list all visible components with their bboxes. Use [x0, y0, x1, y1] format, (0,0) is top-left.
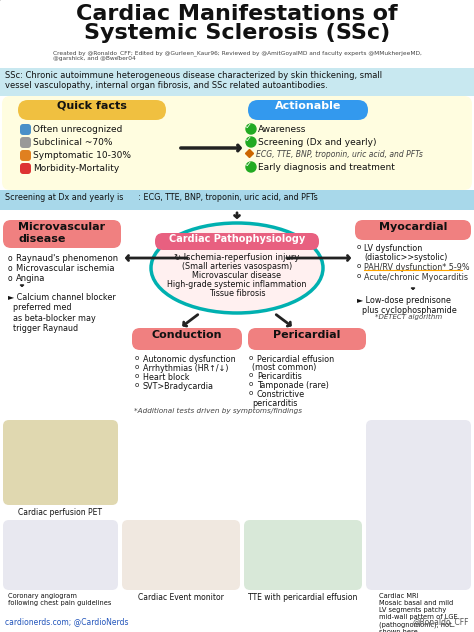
Text: o: o: [8, 264, 13, 273]
Text: o: o: [8, 254, 13, 263]
Text: Microvascular disease: Microvascular disease: [192, 271, 282, 280]
FancyBboxPatch shape: [20, 137, 31, 148]
Text: Screening (Dx and yearly): Screening (Dx and yearly): [258, 138, 376, 147]
Text: o: o: [135, 364, 139, 370]
Text: Symptomatic 10-30%: Symptomatic 10-30%: [33, 151, 131, 160]
Text: Microvascular ischemia: Microvascular ischemia: [16, 264, 115, 273]
FancyBboxPatch shape: [0, 68, 474, 96]
Text: *DETECT algorithm: *DETECT algorithm: [375, 314, 442, 320]
Text: *Additional tests driven by symptoms/findings: *Additional tests driven by symptoms/fin…: [134, 408, 302, 414]
FancyBboxPatch shape: [20, 163, 31, 174]
Text: Systemic Sclerosis (SSc): Systemic Sclerosis (SSc): [84, 23, 390, 43]
Text: Angina: Angina: [16, 274, 46, 283]
Text: ✓: ✓: [245, 159, 252, 169]
Text: ✓: ✓: [245, 135, 252, 143]
Text: o: o: [249, 372, 253, 378]
Text: o: o: [357, 273, 361, 279]
Text: (most common): (most common): [252, 363, 316, 372]
FancyBboxPatch shape: [18, 100, 166, 120]
Text: Conduction: Conduction: [152, 330, 222, 340]
FancyBboxPatch shape: [122, 520, 240, 590]
FancyBboxPatch shape: [132, 328, 242, 350]
Text: vessel vasculopathy, internal organ fibrosis, and SSc related autoantibodies.: vessel vasculopathy, internal organ fibr…: [5, 81, 328, 90]
Text: Quick facts: Quick facts: [57, 101, 127, 111]
Text: Coronary angiogram
following chest pain guidelines: Coronary angiogram following chest pain …: [9, 593, 112, 606]
Text: Cardiac perfusion PET: Cardiac perfusion PET: [18, 508, 102, 517]
Text: Often unrecognized: Often unrecognized: [33, 125, 122, 134]
Bar: [0, 208, 474, 423]
Text: Created by @Ronaldo_CFF; Edited by @Gurleen_Kaur96; Reviewed by @AmitGoyalMD and: Created by @Ronaldo_CFF; Edited by @Gurl…: [53, 50, 421, 61]
FancyBboxPatch shape: [3, 220, 121, 248]
Text: (diastolic>>systolic): (diastolic>>systolic): [364, 253, 447, 262]
Text: SVT>Bradycardia: SVT>Bradycardia: [143, 382, 214, 391]
FancyBboxPatch shape: [3, 420, 118, 505]
Text: o: o: [357, 263, 361, 269]
FancyBboxPatch shape: [248, 328, 366, 350]
Circle shape: [246, 162, 256, 172]
Text: Constrictive: Constrictive: [257, 390, 305, 399]
Text: Raynaud's phenomenon: Raynaud's phenomenon: [16, 254, 118, 263]
FancyBboxPatch shape: [355, 220, 471, 240]
Circle shape: [246, 137, 256, 147]
Text: PAH/RV dysfunction* 5-9%: PAH/RV dysfunction* 5-9%: [364, 263, 470, 272]
Text: ► Low-dose prednisone
  plus cyclophosphamide: ► Low-dose prednisone plus cyclophospham…: [357, 296, 457, 315]
Text: Subclinical ~70%: Subclinical ~70%: [33, 138, 112, 147]
Text: Screening at Dx and yearly is      : ECG, TTE, BNP, troponin, uric acid, and PFT: Screening at Dx and yearly is : ECG, TTE…: [5, 193, 318, 202]
Text: ✓: ✓: [245, 121, 252, 130]
Text: Awareness: Awareness: [258, 125, 306, 134]
Text: (Small arteries vasospasm): (Small arteries vasospasm): [182, 262, 292, 271]
Text: cardionerds.com; @CardioNerds: cardionerds.com; @CardioNerds: [5, 617, 128, 626]
Text: Pericarditis: Pericarditis: [257, 372, 302, 381]
Text: o: o: [249, 390, 253, 396]
Text: Cardiac MRI
Mosaic basal and mild
LV segments patchy
mid-wall pattern of LGE
(pa: Cardiac MRI Mosaic basal and mild LV seg…: [379, 593, 457, 632]
FancyBboxPatch shape: [248, 100, 368, 120]
FancyBboxPatch shape: [3, 520, 118, 590]
Text: Cardiac Pathophysiology: Cardiac Pathophysiology: [169, 234, 305, 244]
Text: Heart block: Heart block: [143, 373, 190, 382]
Circle shape: [246, 124, 256, 134]
Bar: [0, 615, 474, 632]
Text: o: o: [249, 381, 253, 387]
FancyBboxPatch shape: [20, 150, 31, 161]
Text: Cardiac Event monitor: Cardiac Event monitor: [138, 593, 224, 602]
Text: LV dysfunction: LV dysfunction: [364, 244, 422, 253]
Ellipse shape: [151, 223, 323, 313]
Text: Arrhythmias (HR↑/↓): Arrhythmias (HR↑/↓): [143, 364, 228, 373]
FancyBboxPatch shape: [244, 520, 362, 590]
Text: Myocardial: Myocardial: [379, 222, 447, 232]
Text: Acute/chronic Myocarditis: Acute/chronic Myocarditis: [364, 273, 468, 282]
Text: High-grade systemic inflammation: High-grade systemic inflammation: [167, 280, 307, 289]
Text: SSc: Chronic autoimmune heterogeneous disease characterized by skin thickening, : SSc: Chronic autoimmune heterogeneous di…: [5, 71, 382, 80]
Text: TTE with pericardial effusion: TTE with pericardial effusion: [248, 593, 358, 602]
Text: Tamponade (rare): Tamponade (rare): [257, 381, 329, 390]
Text: Early diagnosis and treatment: Early diagnosis and treatment: [258, 163, 395, 172]
Text: ↻ Ischemia-reperfusion injury: ↻ Ischemia-reperfusion injury: [174, 253, 300, 262]
Text: Microvascular
disease: Microvascular disease: [18, 222, 106, 243]
Text: Morbidity-Mortality: Morbidity-Mortality: [33, 164, 119, 173]
Text: o: o: [357, 244, 361, 250]
FancyBboxPatch shape: [155, 233, 319, 250]
FancyBboxPatch shape: [0, 190, 474, 210]
Text: o: o: [249, 355, 253, 361]
FancyBboxPatch shape: [2, 96, 472, 190]
Text: Tissue fibrosis: Tissue fibrosis: [209, 289, 265, 298]
Text: ECG, TTE, BNP, troponin, uric acid, and PFTs: ECG, TTE, BNP, troponin, uric acid, and …: [256, 150, 423, 159]
FancyBboxPatch shape: [366, 420, 471, 590]
Text: pericarditis: pericarditis: [252, 399, 297, 408]
Text: Actionable: Actionable: [275, 101, 341, 111]
Text: ► Calcium channel blocker
  preferred med
  as beta-blocker may
  trigger Raynau: ► Calcium channel blocker preferred med …: [8, 293, 116, 333]
Text: @Ronaldo_CFF: @Ronaldo_CFF: [412, 617, 469, 626]
Text: Pericardial: Pericardial: [273, 330, 341, 340]
Text: o: o: [8, 274, 13, 283]
Text: o: o: [135, 382, 139, 388]
Text: Autonomic dysfunction: Autonomic dysfunction: [143, 355, 236, 364]
Text: Cardiac Manifestations of: Cardiac Manifestations of: [76, 4, 398, 24]
Text: o: o: [135, 373, 139, 379]
FancyBboxPatch shape: [20, 124, 31, 135]
Text: o: o: [135, 355, 139, 361]
Text: Pericardial effusion: Pericardial effusion: [257, 355, 334, 364]
